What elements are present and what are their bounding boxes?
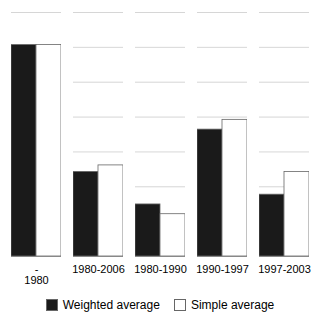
html-text:Weighted average: Weighted average [62,298,160,312]
svg-text:1980-1990: 1980-1990 [134,263,187,275]
svg-text:-1980: -1980 [24,263,48,286]
html-text:Simple average: Simple average [190,298,275,312]
svg-text:1990-1997: 1990-1997 [196,263,249,275]
svg-text:1980-2006: 1980-2006 [72,263,125,275]
svg-text:1997-2003: 1997-2003 [258,263,311,275]
